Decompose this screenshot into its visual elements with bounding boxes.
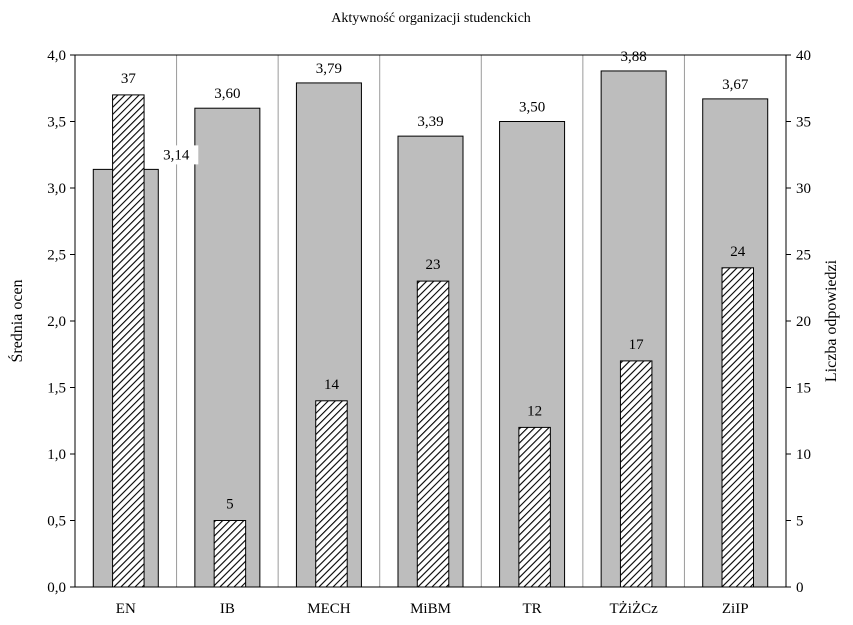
data-label-responses: 37 <box>121 71 137 87</box>
bar-responses <box>113 95 144 587</box>
bar-average <box>195 108 260 587</box>
data-label-average: 3,60 <box>214 86 240 102</box>
x-tick-label: MECH <box>307 601 351 617</box>
bar-responses <box>417 281 448 587</box>
chart-title: Aktywność organizacji studenckich <box>331 11 531 26</box>
data-label-responses: 23 <box>426 257 441 273</box>
x-tick-label: MiBM <box>410 601 451 617</box>
y2-tick-label: 0 <box>796 580 804 596</box>
y2-tick-label: 40 <box>796 48 811 64</box>
bar-responses <box>620 361 651 587</box>
y2-axis-title: Liczba odpowiedzi <box>823 259 840 382</box>
y-tick-label: 3,0 <box>47 181 66 197</box>
y2-tick-label: 10 <box>796 447 811 463</box>
bar-responses <box>519 427 550 587</box>
bar-responses <box>316 401 347 587</box>
x-tick-label: TR <box>522 601 541 617</box>
data-label-average: 3,14 <box>163 147 190 163</box>
y-tick-label: 1,5 <box>47 381 66 397</box>
y2-tick-label: 25 <box>796 248 811 264</box>
data-label-average: 3,67 <box>722 77 749 93</box>
bar-responses <box>214 521 245 588</box>
data-label-responses: 5 <box>226 497 234 513</box>
x-tick-label: EN <box>116 601 136 617</box>
data-label-average: 3,39 <box>417 114 443 130</box>
y-tick-label: 4,0 <box>47 48 66 64</box>
y2-tick-label: 15 <box>796 381 811 397</box>
y-axis-title: Średnia ocen <box>7 279 26 362</box>
data-label-average: 3,79 <box>316 61 342 77</box>
y-tick-label: 0,0 <box>47 580 66 596</box>
data-label-average: 3,88 <box>621 49 647 65</box>
data-label-responses: 12 <box>527 403 542 419</box>
y-tick-label: 2,0 <box>47 314 66 330</box>
y2-tick-label: 5 <box>796 514 804 530</box>
x-tick-label: ZiIP <box>722 601 749 617</box>
y-tick-label: 2,5 <box>47 248 66 264</box>
y2-tick-label: 30 <box>796 181 811 197</box>
bar-responses <box>722 268 753 587</box>
y2-tick-label: 35 <box>796 115 811 131</box>
data-label-responses: 14 <box>324 377 340 393</box>
data-label-average: 3,50 <box>519 100 545 116</box>
x-tick-label: TŻiŻCz <box>609 601 658 617</box>
y2-tick-label: 20 <box>796 314 811 330</box>
data-label-responses: 24 <box>730 244 746 260</box>
x-tick-label: IB <box>220 601 235 617</box>
data-label-responses: 17 <box>629 337 645 353</box>
y-tick-label: 0,5 <box>47 514 66 530</box>
y-tick-label: 3,5 <box>47 115 66 131</box>
y-tick-label: 1,0 <box>47 447 66 463</box>
